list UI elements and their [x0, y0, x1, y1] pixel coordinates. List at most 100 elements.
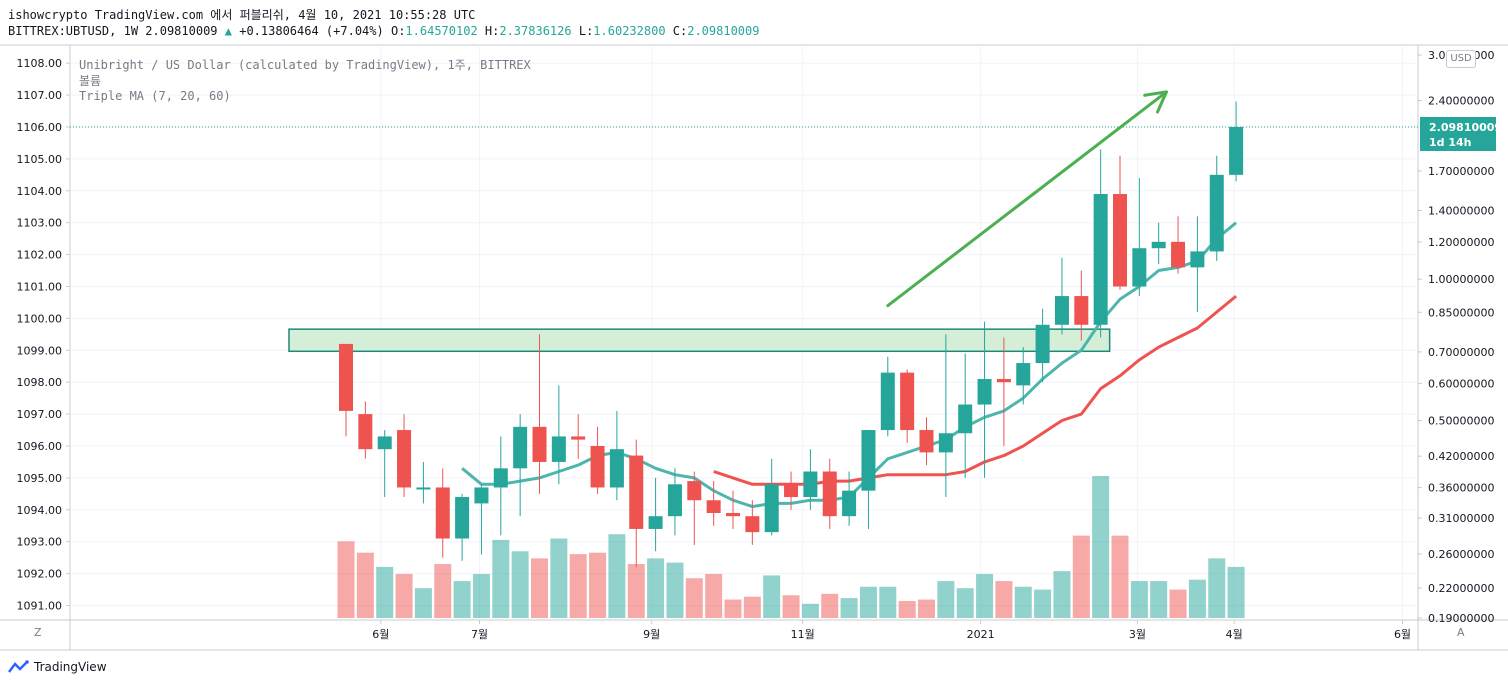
left-axis-bg — [0, 45, 70, 620]
left-axis-tick-label: 1094.00 — [17, 504, 63, 517]
volume-bar — [1169, 589, 1187, 618]
left-axis-tick-label: 1106.00 — [17, 121, 63, 134]
left-axis-tick-label: 1105.00 — [17, 153, 63, 166]
close-label: C: — [672, 24, 688, 38]
candle-body — [609, 449, 624, 488]
volume-bar — [666, 562, 684, 618]
candle-body — [1074, 296, 1089, 325]
right-axis-tick-label: 0.60000000 — [1428, 377, 1494, 390]
tradingview-icon — [8, 660, 29, 673]
right-axis-tick-label: 1.20000000 — [1428, 236, 1494, 249]
candle-body — [1113, 193, 1127, 287]
right-axis-tick-label: 0.26000000 — [1428, 548, 1494, 561]
time-axis-tick-label: 11월 — [791, 628, 815, 641]
volume-bar — [608, 534, 626, 618]
right-axis-tick-label: 0.42000000 — [1428, 450, 1494, 463]
candle-body — [648, 516, 663, 529]
left-axis-tick-label: 1102.00 — [17, 249, 63, 262]
volume-bar — [1034, 589, 1052, 618]
volume-bar — [434, 564, 452, 618]
volume-bar — [1130, 581, 1148, 618]
time-axis-tick-label: 2021 — [967, 628, 995, 641]
left-axis-tick-label: 1097.00 — [17, 408, 63, 421]
symbol-label: BITTREX:UBTUSD, 1W — [8, 24, 139, 38]
left-axis-tick-label: 1108.00 — [17, 57, 63, 70]
right-axis-tick-label: 1.00000000 — [1428, 273, 1494, 286]
currency-button[interactable]: USD — [1446, 50, 1476, 68]
candle-body — [803, 471, 818, 498]
candle-body — [667, 484, 682, 517]
volume-bar — [879, 586, 897, 618]
candle-body — [1229, 127, 1244, 175]
candle-body — [977, 379, 992, 405]
right-axis-tick-label: 2.40000000 — [1428, 95, 1494, 108]
volume-bar — [821, 593, 839, 618]
low-value: 1.60232800 — [593, 24, 666, 38]
volume-bar — [801, 603, 819, 618]
candle-body — [958, 404, 973, 434]
volume-bar — [1072, 535, 1090, 618]
trend-arrow-head — [1143, 90, 1168, 114]
volume-bar — [1208, 558, 1226, 618]
candle-body — [880, 372, 895, 431]
volume-bar — [763, 575, 781, 618]
time-axis-tick-label: 9월 — [643, 628, 660, 641]
candle-body — [784, 484, 799, 498]
volume-bar — [395, 573, 413, 618]
right-axis-tick-label: 0.22000000 — [1428, 582, 1494, 595]
auto-scale-button[interactable]: A — [1457, 626, 1465, 639]
volume-bar — [995, 581, 1013, 618]
price-tag-countdown: 1d 14h — [1429, 136, 1472, 149]
left-axis-tick-label: 1096.00 — [17, 440, 63, 453]
right-axis-tick-label: 0.19000000 — [1428, 612, 1494, 625]
candle-body — [590, 446, 605, 488]
open-label: O: — [390, 24, 406, 38]
candle-body — [687, 481, 702, 501]
low-label: L: — [578, 24, 594, 38]
candle-body — [397, 430, 412, 488]
ma20-line — [713, 294, 1238, 486]
volume-bar — [1014, 586, 1032, 618]
zoom-button[interactable]: Z — [34, 626, 42, 639]
candle-body — [532, 426, 547, 462]
candle-body — [1209, 174, 1224, 252]
left-axis-tick-label: 1098.00 — [17, 376, 63, 389]
right-axis-tick-label: 0.36000000 — [1428, 482, 1494, 495]
volume-bar — [724, 599, 742, 618]
high-label: H: — [484, 24, 500, 38]
candle-body — [1035, 324, 1050, 364]
volume-bar — [531, 558, 548, 618]
candle-body — [629, 455, 644, 529]
candle-body — [416, 487, 431, 490]
tradingview-logo[interactable]: TradingView — [8, 660, 107, 674]
candle-body — [706, 500, 721, 513]
time-axis-tick-label: 6월 — [372, 628, 389, 641]
candle-body — [938, 433, 953, 453]
volume-bar — [1150, 581, 1168, 618]
legend-title: Unibright / US Dollar (calculated by Tra… — [79, 58, 531, 72]
left-axis-tick-label: 1104.00 — [17, 185, 63, 198]
volume-bar — [918, 599, 935, 618]
volume-bar — [472, 573, 490, 618]
time-axis-tick-label: 7월 — [471, 628, 488, 641]
candle-body — [493, 468, 508, 488]
candle-body — [1190, 251, 1205, 268]
published-info: ishowcrypto TradingView.com 에서 퍼블리쉬, 4월 … — [8, 8, 476, 22]
volume-bar — [511, 551, 529, 618]
candle-body — [513, 426, 528, 469]
right-axis-tick-label: 0.85000000 — [1428, 306, 1494, 319]
right-axis-tick-label: 0.70000000 — [1428, 346, 1494, 359]
volume-bar — [1111, 535, 1129, 618]
volume-bar — [937, 581, 955, 618]
resistance-zone — [288, 328, 1111, 353]
volume-bar — [1227, 566, 1245, 618]
change-value: +0.13806464 (+7.04%) — [239, 24, 384, 38]
open-value: 1.64570102 — [405, 24, 478, 38]
volume-bar — [685, 578, 703, 618]
volume-bar — [337, 541, 355, 618]
left-axis-tick-label: 1099.00 — [17, 344, 63, 357]
candle-body — [358, 414, 373, 450]
volume-bar — [840, 598, 858, 618]
change-arrow-icon: ▲ — [224, 24, 232, 38]
